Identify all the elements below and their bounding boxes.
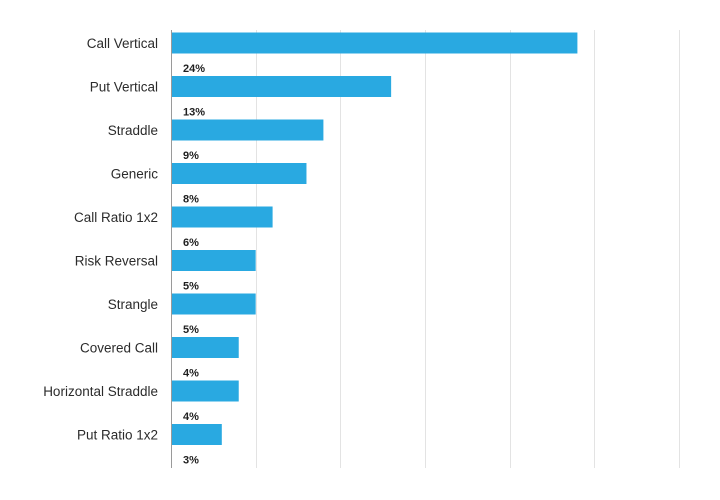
category-label: Covered Call <box>80 341 158 356</box>
category-label: Horizontal Straddle <box>43 384 158 399</box>
value-label: 4% <box>183 368 199 380</box>
value-label: 3% <box>183 455 199 467</box>
bar <box>171 119 324 141</box>
bar <box>171 337 239 358</box>
category-label: Put Vertical <box>90 80 158 95</box>
category-label: Call Ratio 1x2 <box>74 210 158 225</box>
category-labels: Call Vertical Put Vertical Straddle Generic… <box>43 36 158 443</box>
value-label: 5% <box>183 324 199 336</box>
bar <box>171 163 307 184</box>
bar <box>171 76 392 97</box>
bars <box>171 32 578 445</box>
category-label: Put Ratio 1x2 <box>77 428 158 443</box>
bar <box>171 424 222 445</box>
category-label: Risk Reversal <box>75 254 158 269</box>
gridlines <box>256 30 680 468</box>
bar <box>171 293 256 315</box>
value-label: 9% <box>183 150 199 162</box>
bar <box>171 32 578 54</box>
bar <box>171 250 256 271</box>
category-label: Call Vertical <box>87 36 158 51</box>
value-label: 4% <box>183 411 199 423</box>
category-label: Strangle <box>108 297 158 312</box>
bar <box>171 206 273 228</box>
value-label: 6% <box>183 237 199 249</box>
category-label: Generic <box>111 167 159 182</box>
value-label: 5% <box>183 281 199 293</box>
value-label: 13% <box>183 107 205 119</box>
bar <box>171 380 239 402</box>
category-label: Straddle <box>108 123 158 138</box>
value-label: 24% <box>183 63 205 75</box>
value-label: 8% <box>183 194 199 206</box>
value-labels: 24% 13% 9% 8% 6% 5% 5% 4% 4% 3% <box>183 63 205 467</box>
